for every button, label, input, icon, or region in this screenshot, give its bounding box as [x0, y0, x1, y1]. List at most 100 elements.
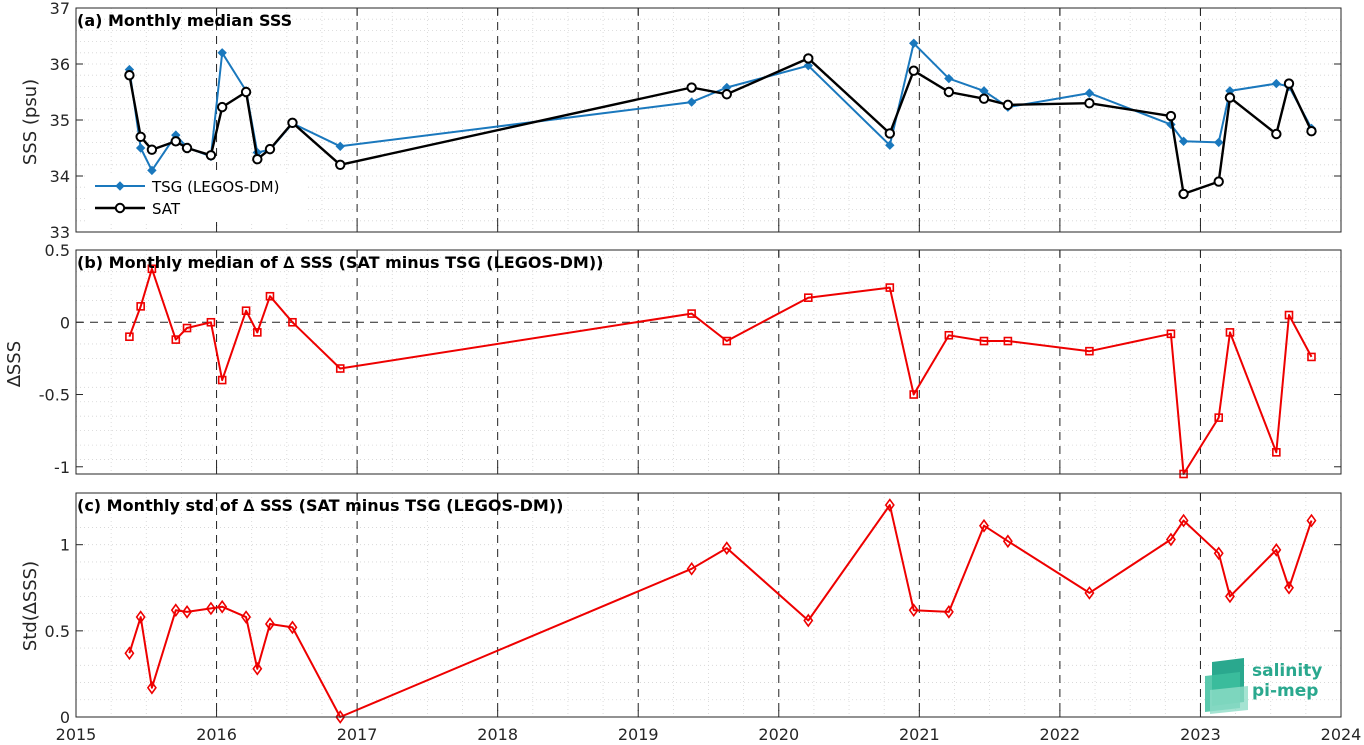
- y-tick-label: 37: [50, 0, 70, 18]
- data-point: [978, 518, 989, 533]
- data-point: [908, 603, 919, 618]
- y-tick-label: 0: [60, 313, 70, 332]
- data-point: [1084, 98, 1095, 109]
- legend-sat-label: SAT: [152, 200, 181, 218]
- data-point: [1271, 543, 1282, 557]
- x-tick-label: 2018: [477, 725, 518, 744]
- data-point: [264, 617, 275, 631]
- salinity-pi-mep-logo: salinity pi-mep: [1205, 658, 1322, 714]
- data-point: [686, 97, 697, 107]
- data-point: [335, 364, 345, 373]
- panel-b: -1 -0.5 0 0.5: [39, 241, 1342, 479]
- data-point: [252, 661, 263, 676]
- x-tick-label: 2023: [1180, 725, 1221, 744]
- x-tick-label: 2020: [758, 725, 799, 744]
- data-point: [1085, 346, 1094, 356]
- x-tick-label: 2016: [196, 725, 237, 744]
- panel-a-title: (a) Monthly median SSS: [77, 11, 292, 30]
- axes-frame: [75, 249, 1342, 475]
- y-tick-label: 1: [60, 536, 70, 555]
- data-point: [216, 101, 228, 113]
- x-tick-label: 2015: [56, 725, 97, 744]
- data-point: [287, 620, 298, 635]
- x-tick-label: 2017: [337, 725, 378, 744]
- data-point: [884, 498, 895, 512]
- data-point: [803, 293, 813, 302]
- data-point: [1307, 352, 1316, 362]
- data-point: [1284, 580, 1294, 595]
- data-point: [1224, 589, 1235, 604]
- y-tick-label: 33: [50, 223, 70, 242]
- data-point: [721, 89, 732, 100]
- data-point: [1165, 110, 1177, 122]
- y-tick-label: -1: [54, 458, 70, 477]
- data-point: [721, 541, 732, 555]
- axes-frame: [75, 492, 1342, 718]
- data-point: [1271, 128, 1282, 140]
- y-tick-label: -0.5: [39, 386, 70, 405]
- data-point: [1272, 448, 1281, 457]
- data-point: [803, 613, 814, 628]
- data-point: [287, 117, 298, 129]
- data-point: [241, 306, 251, 315]
- y-tick-label: 0: [60, 708, 70, 727]
- x-tick-label: 2022: [1040, 725, 1081, 744]
- data-point: [1178, 188, 1189, 200]
- logo-waves-icon: [1205, 658, 1248, 714]
- data-point: [217, 375, 227, 385]
- data-point: [252, 154, 263, 165]
- data-point: [722, 336, 732, 346]
- data-point: [288, 317, 297, 327]
- data-point: [1213, 546, 1224, 561]
- data-point: [686, 82, 697, 93]
- data-point: [1002, 534, 1013, 549]
- data-point: [803, 60, 814, 71]
- y-tick-label: 36: [50, 55, 70, 74]
- data-point: [241, 610, 252, 624]
- data-point: [265, 291, 275, 301]
- data-point: [1284, 310, 1294, 320]
- data-point: [182, 605, 193, 619]
- data-point: [170, 136, 181, 147]
- data-point: [909, 38, 919, 48]
- data-point: [1084, 586, 1095, 600]
- data-point: [124, 70, 135, 81]
- data-point: [1084, 88, 1095, 98]
- data-point: [170, 603, 181, 618]
- data-point: [1178, 136, 1189, 146]
- x-tick-label: 2019: [618, 725, 659, 744]
- data-point: [1166, 329, 1176, 339]
- data-point: [182, 323, 192, 333]
- data-point: [943, 86, 955, 98]
- panel-c-title: (c) Monthly std of ∆ SSS (SAT minus TSG …: [77, 496, 563, 515]
- y-tick-label: 35: [50, 111, 70, 130]
- panel-b-ylabel: ∆SSS: [4, 341, 25, 388]
- data-point: [135, 610, 146, 624]
- y-tick-label: 0.5: [45, 622, 70, 641]
- data-point: [978, 93, 990, 104]
- data-point: [240, 86, 252, 98]
- legend-box: [88, 175, 308, 222]
- data-point: [335, 710, 346, 724]
- data-point: [885, 140, 895, 150]
- panel-a-ylabel: SSS (psu): [20, 79, 41, 165]
- data-point: [206, 317, 216, 327]
- data-point: [125, 332, 134, 342]
- data-point: [217, 48, 227, 58]
- y-tick-label: 0.5: [45, 241, 70, 260]
- series-line-delta: [128, 267, 1313, 475]
- series-line-delta: [128, 504, 1313, 718]
- data-point: [217, 599, 228, 614]
- plots-layer: 33 34 35 36 37 -1 -0.5 0 0.5 0 0.5 1 2015 2016 2017 201…: [39, 0, 1362, 744]
- data-point: [979, 336, 989, 346]
- series-line-sat: [128, 57, 1313, 196]
- data-point: [1214, 413, 1224, 422]
- panel-c-ylabel: Std(∆SSS): [20, 561, 41, 651]
- panel-c: 0 0.5 1 2015 2016 2017 2018 2019 2020 2021 2022 202…: [45, 492, 1361, 744]
- data-point: [335, 141, 345, 152]
- data-point: [146, 680, 157, 695]
- series-line-tsg-legos-dm-: [128, 42, 1313, 172]
- data-point: [147, 165, 157, 176]
- data-point: [686, 561, 697, 576]
